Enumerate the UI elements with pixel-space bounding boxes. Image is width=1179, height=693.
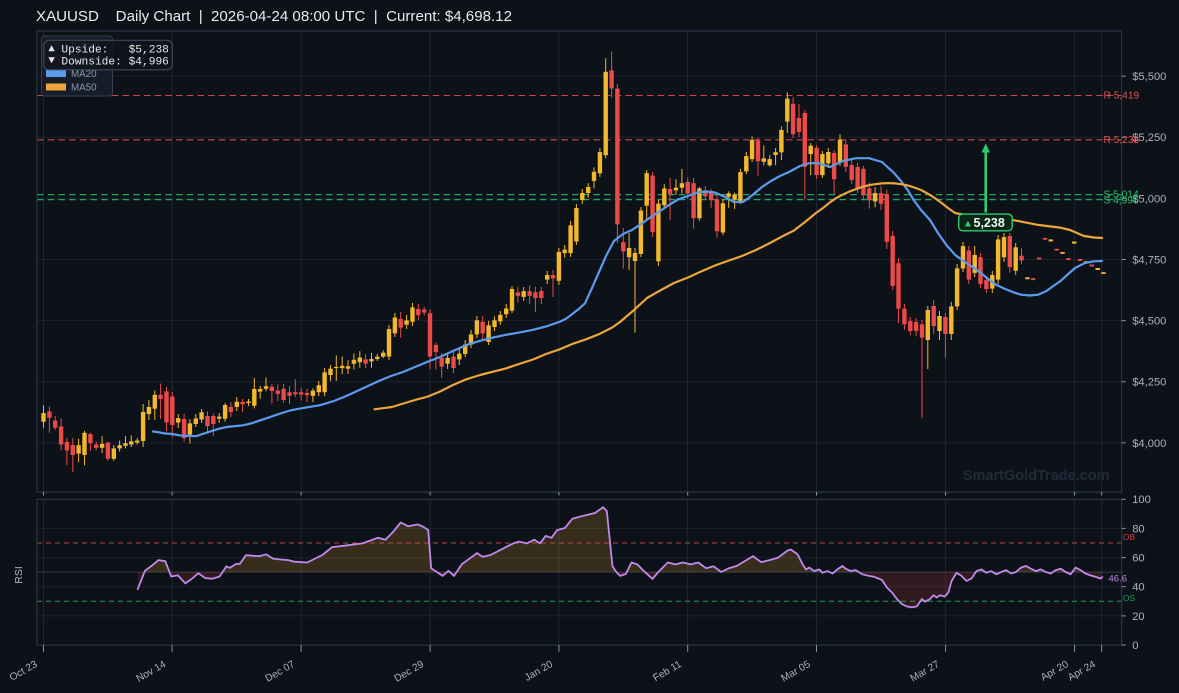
- svg-text:40: 40: [1132, 582, 1144, 594]
- svg-text:100: 100: [1132, 494, 1151, 506]
- svg-text:S 5,014: S 5,014: [1104, 190, 1139, 201]
- svg-text:MA20: MA20: [71, 69, 97, 80]
- svg-text:MA50: MA50: [71, 83, 97, 94]
- svg-text:80: 80: [1132, 523, 1144, 535]
- svg-text:R 5,419: R 5,419: [1104, 91, 1140, 102]
- svg-text:R 5,238: R 5,238: [1104, 135, 1140, 146]
- svg-text:OB: OB: [1123, 532, 1136, 542]
- svg-text:5,238: 5,238: [974, 216, 1005, 230]
- svg-text:$5,000: $5,000: [1132, 193, 1166, 205]
- svg-text:S 4,996: S 4,996: [1104, 195, 1139, 206]
- svg-text:OS: OS: [1123, 593, 1136, 603]
- svg-text:$5,238: $5,238: [129, 45, 169, 57]
- svg-text:RSI: RSI: [13, 566, 25, 584]
- svg-text:$4,750: $4,750: [1132, 254, 1166, 266]
- svg-text:$4,500: $4,500: [1132, 316, 1166, 328]
- svg-text:Downside:: Downside:: [61, 57, 121, 69]
- svg-text:$5,250: $5,250: [1132, 132, 1166, 144]
- svg-text:46.6: 46.6: [1109, 574, 1128, 585]
- svg-text:SmartGoldTrade.com: SmartGoldTrade.com: [963, 468, 1110, 484]
- svg-text:Upside:: Upside:: [61, 45, 108, 57]
- svg-text:60: 60: [1132, 553, 1144, 565]
- svg-text:$4,000: $4,000: [1132, 438, 1166, 450]
- svg-text:$5,500: $5,500: [1132, 71, 1166, 83]
- svg-text:0: 0: [1132, 640, 1138, 652]
- svg-text:XAUUSD Daily Chart | 2026: XAUUSD Daily Chart | 2026-04-24 08:00 UT…: [36, 8, 512, 25]
- svg-text:▲: ▲: [963, 218, 973, 229]
- svg-text:$4,996: $4,996: [129, 57, 169, 69]
- svg-text:20: 20: [1132, 611, 1144, 623]
- svg-text:$4,250: $4,250: [1132, 377, 1166, 389]
